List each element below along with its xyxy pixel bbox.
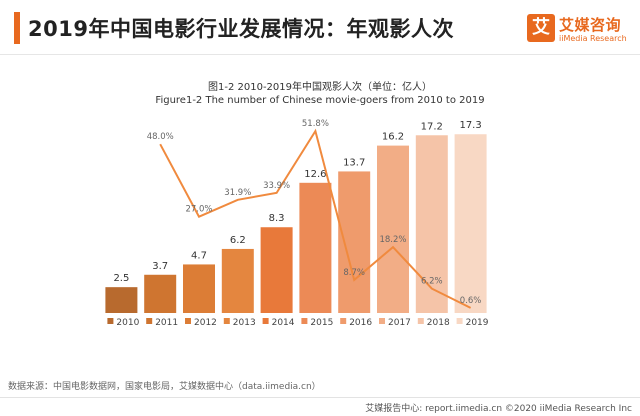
growth-rate-label: 51.8% xyxy=(302,119,329,129)
logo-name-en: iiMedia Research xyxy=(559,34,627,43)
chart-title: 图1-2 2010-2019年中国观影人次（单位：亿人） xyxy=(208,80,432,93)
growth-rate-label: 31.9% xyxy=(224,188,251,198)
logo-name-cn: 艾媒咨询 xyxy=(559,16,622,34)
bar-2019 xyxy=(454,134,487,313)
growth-rate-label: 0.6% xyxy=(460,296,482,306)
bar-2018 xyxy=(415,135,448,313)
footer-copyright: 艾媒报告中心: report.iimedia.cn ©2020 iiMedia … xyxy=(365,404,632,414)
title-accent-bar xyxy=(14,12,20,44)
chart-subtitle: Figure1-2 The number of Chinese movie-go… xyxy=(155,95,484,106)
growth-rate-label: 48.0% xyxy=(147,132,174,142)
growth-rate-label: 6.2% xyxy=(421,277,443,287)
bar-value-label: 8.3 xyxy=(269,213,285,224)
legend-label-2017: 2017 xyxy=(388,318,411,328)
legend-swatch xyxy=(185,318,191,324)
bar-value-label: 16.2 xyxy=(382,132,404,143)
bar-2013 xyxy=(221,248,254,313)
legend-label-2010: 2010 xyxy=(116,318,139,328)
bar-2015 xyxy=(299,182,332,313)
data-source: 数据来源：中国电影数据网，国家电影局，艾媒数据中心（data.iimedia.c… xyxy=(8,382,321,392)
bar-2016 xyxy=(338,171,371,313)
legend-swatch xyxy=(456,318,463,324)
bar-value-label: 2.5 xyxy=(113,273,129,284)
footer-divider xyxy=(0,397,640,398)
bar-value-label: 3.7 xyxy=(152,261,168,272)
legend-swatch xyxy=(340,318,347,324)
legend-label-2013: 2013 xyxy=(233,318,256,328)
legend-swatch xyxy=(223,318,230,324)
growth-rate-label: 8.7% xyxy=(343,268,365,278)
legend-label-2012: 2012 xyxy=(194,318,217,328)
legend-swatch xyxy=(107,318,114,324)
legend-label-2019: 2019 xyxy=(466,318,489,328)
legend-swatch xyxy=(417,318,424,324)
bar-2011 xyxy=(144,274,177,313)
bar-2010 xyxy=(105,287,138,313)
bar-2012 xyxy=(183,264,215,313)
growth-rate-label: 33.9% xyxy=(263,181,290,191)
legend-swatch xyxy=(262,318,269,324)
bar-value-label: 4.7 xyxy=(191,250,207,261)
logo-mark: 艾 xyxy=(527,14,555,42)
bar-value-label: 17.2 xyxy=(421,121,443,132)
growth-rate-label: 18.2% xyxy=(379,235,406,245)
growth-rate-label: 27.0% xyxy=(185,205,212,215)
legend-label-2015: 2015 xyxy=(310,318,333,328)
bar-2014 xyxy=(260,227,293,313)
header-divider xyxy=(0,54,640,55)
legend-label-2011: 2011 xyxy=(155,318,178,328)
page-title: 2019年中国电影行业发展情况：年观影人次 xyxy=(28,17,454,41)
legend-swatch xyxy=(301,318,308,324)
bar-value-label: 12.6 xyxy=(304,169,326,180)
legend-label-2014: 2014 xyxy=(272,318,295,328)
legend-swatch xyxy=(146,318,153,324)
bar-value-label: 13.7 xyxy=(343,157,365,168)
legend-label-2018: 2018 xyxy=(427,318,450,328)
legend-label-2016: 2016 xyxy=(349,318,372,328)
growth-rate-line xyxy=(159,128,472,309)
brand-logo: 艾 艾媒咨询 iiMedia Research xyxy=(527,14,631,48)
bar-value-label: 6.2 xyxy=(230,235,246,246)
bar-2017 xyxy=(377,145,409,313)
bar-value-label: 17.3 xyxy=(459,120,481,131)
legend-swatch xyxy=(379,318,385,324)
